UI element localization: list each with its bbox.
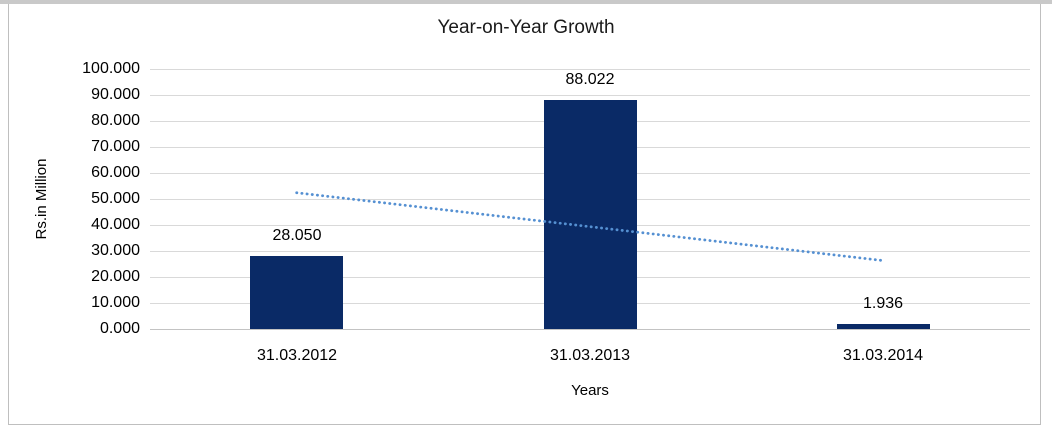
bar-31-03-2012 <box>250 256 343 329</box>
x-tick-label: 31.03.2013 <box>549 347 631 364</box>
frame-bottom-edge <box>8 424 1041 425</box>
y-tick-label: 30.000 <box>91 242 140 259</box>
bar-data-label: 1.936 <box>862 295 904 312</box>
frame-left-edge <box>8 4 9 424</box>
bar-data-label: 28.050 <box>272 227 322 244</box>
gridline <box>150 95 1030 96</box>
trendline-dotted <box>295 191 885 263</box>
y-tick-label: 100.000 <box>82 60 140 77</box>
bar-data-label: 88.022 <box>565 71 615 88</box>
gridline <box>150 69 1030 70</box>
bar-31-03-2014 <box>837 324 930 329</box>
y-tick-label: 0.000 <box>99 320 140 337</box>
y-tick-label: 70.000 <box>91 138 140 155</box>
chart-title: Year-on-Year Growth <box>437 17 615 38</box>
x-axis-line <box>150 329 1030 330</box>
y-tick-label: 60.000 <box>91 164 140 181</box>
frame-right-edge <box>1040 4 1041 424</box>
y-tick-label: 50.000 <box>91 190 140 207</box>
plot-area: 28.050 88.022 1.936 <box>150 69 1030 330</box>
frame-top-edge <box>0 0 1052 4</box>
y-tick-label: 20.000 <box>91 268 140 285</box>
x-axis-title: Years <box>571 382 609 399</box>
x-tick-label: 31.03.2012 <box>256 347 338 364</box>
y-tick-label: 90.000 <box>91 86 140 103</box>
bar-31-03-2013 <box>544 100 637 329</box>
y-tick-label: 40.000 <box>91 216 140 233</box>
y-tick-label: 80.000 <box>91 112 140 129</box>
y-tick-label: 10.000 <box>91 294 140 311</box>
x-tick-label: 31.03.2014 <box>842 347 924 364</box>
